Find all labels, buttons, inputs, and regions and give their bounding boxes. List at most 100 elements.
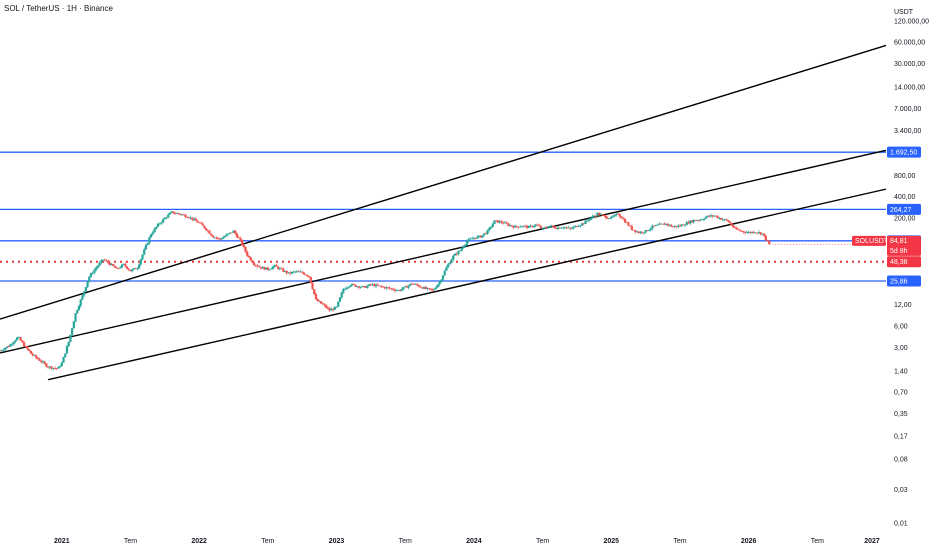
- candle-body: [280, 268, 283, 270]
- candle-body: [191, 217, 194, 220]
- candle-body: [251, 260, 254, 263]
- candle-body: [156, 223, 160, 227]
- candle-body: [591, 216, 594, 219]
- candle-body: [690, 220, 694, 223]
- candle-body: [570, 228, 573, 230]
- candle-body: [435, 287, 438, 289]
- candle-body: [198, 222, 201, 224]
- candle-body: [96, 265, 99, 268]
- candle-body: [702, 218, 706, 220]
- channel-line: [0, 44, 887, 320]
- candle-body: [560, 227, 563, 229]
- candle-body: [210, 233, 213, 236]
- candle-body: [213, 237, 216, 239]
- price-badges: 1.692,50264,2795,2625,8648,38SOLUSDT84,8…: [769, 146, 921, 287]
- candle-body: [302, 272, 306, 275]
- chart-title: SOL / TetherUS · 1H · Binance: [4, 4, 113, 13]
- candle-body: [620, 216, 623, 219]
- candle-body: [155, 226, 158, 229]
- candle-body: [177, 213, 180, 214]
- candle-body: [48, 366, 51, 368]
- candle-body: [714, 215, 718, 217]
- candle-body: [666, 223, 670, 226]
- candle-body: [234, 230, 237, 234]
- candle-body: [258, 266, 261, 268]
- y-tick-label: 12,00: [894, 302, 912, 309]
- candle-body: [285, 271, 288, 274]
- candle-body: [694, 219, 697, 221]
- candle-body: [328, 308, 331, 311]
- candle-body: [203, 225, 206, 229]
- candle-body: [244, 247, 247, 252]
- candle-body: [359, 287, 362, 288]
- candle-body: [304, 274, 307, 276]
- candle-body: [507, 223, 510, 226]
- candle-body: [36, 357, 39, 360]
- candle-body: [558, 227, 561, 229]
- candle-body: [201, 223, 204, 226]
- candle-body: [730, 223, 733, 226]
- candle-body: [718, 217, 721, 219]
- candle-body: [254, 265, 257, 266]
- candle-body: [749, 231, 752, 233]
- x-tick-label: Tem: [261, 538, 274, 545]
- candle-body: [663, 223, 666, 225]
- candle-body: [766, 240, 769, 241]
- y-tick-label: 0,03: [894, 487, 908, 494]
- candle-body: [605, 215, 608, 219]
- level-badge: [887, 146, 921, 158]
- candle-body: [436, 284, 439, 288]
- candle-body: [163, 217, 166, 220]
- candle-body: [362, 286, 366, 287]
- candle-body: [249, 257, 252, 261]
- candle-body: [246, 251, 249, 256]
- candle-body: [589, 218, 592, 220]
- candle-body: [467, 239, 470, 241]
- candle-body: [31, 353, 34, 356]
- candle-body: [644, 230, 647, 233]
- candle-body: [493, 220, 496, 224]
- x-tick-label: Tem: [536, 538, 549, 545]
- candle-body: [678, 225, 682, 227]
- candle-body: [237, 237, 240, 239]
- candle-body: [431, 289, 434, 291]
- candle-body: [43, 361, 46, 364]
- symbol-tag: [852, 235, 886, 246]
- candle-body: [627, 222, 630, 226]
- candle-body: [105, 260, 108, 262]
- candle-body: [194, 218, 197, 221]
- candle-body: [460, 248, 463, 251]
- candle-body: [361, 286, 364, 288]
- candle-body: [60, 362, 63, 367]
- candle-body: [175, 213, 178, 214]
- candle-body: [488, 227, 491, 231]
- candle-body: [325, 305, 328, 308]
- candle-body: [211, 235, 215, 238]
- candle-body: [484, 233, 488, 235]
- candle-body: [134, 268, 137, 270]
- level-badge: [887, 203, 921, 215]
- candle-body: [62, 356, 65, 363]
- candle-body: [397, 290, 400, 292]
- candle-body: [374, 284, 378, 287]
- candle-body: [69, 334, 72, 342]
- candle-body: [726, 220, 730, 222]
- candle-body: [392, 288, 395, 290]
- candle-body: [615, 213, 618, 215]
- candle-body: [665, 223, 668, 225]
- candle-body: [486, 230, 489, 234]
- candle-body: [441, 275, 445, 280]
- candle-body: [314, 294, 318, 300]
- candle-body: [184, 214, 187, 217]
- candle-body: [500, 221, 503, 223]
- candle-body: [297, 271, 300, 273]
- candle-body: [17, 337, 20, 339]
- candle-body: [220, 238, 223, 240]
- candle-body: [515, 225, 518, 227]
- candle-body: [757, 232, 761, 234]
- candle-body: [536, 224, 539, 226]
- candle-body: [505, 222, 508, 224]
- candle-body: [172, 211, 175, 214]
- candle-body: [586, 220, 589, 222]
